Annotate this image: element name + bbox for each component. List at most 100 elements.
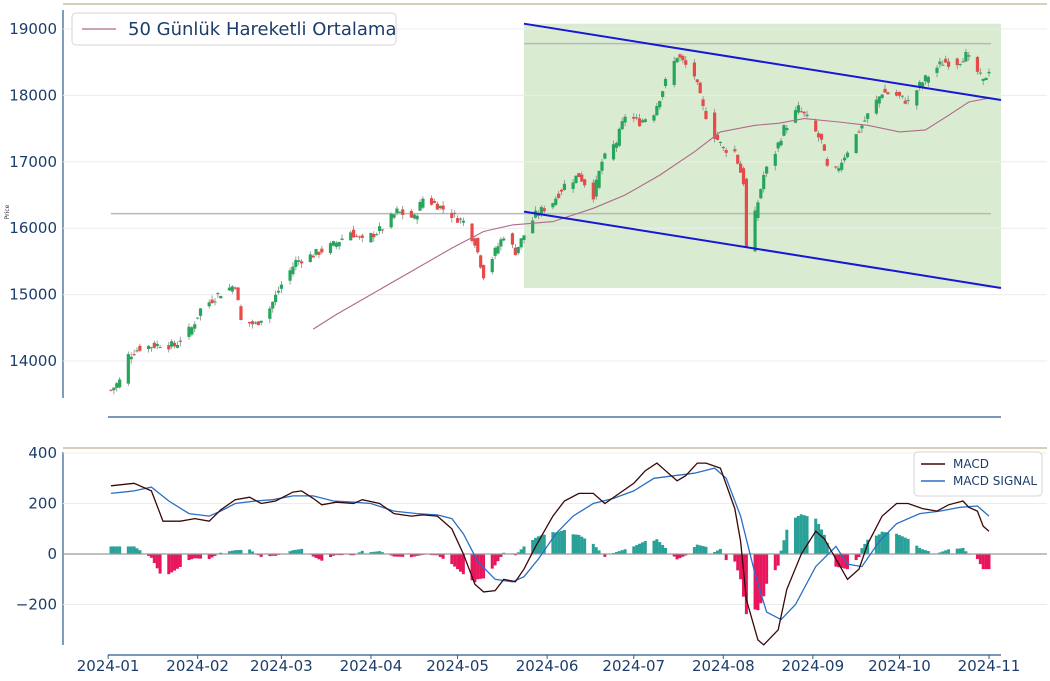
price-legend: 50 Günlük Hareketli Ortalama — [71, 12, 397, 46]
candle-down — [886, 92, 890, 95]
histogram-bar-negative — [739, 554, 743, 580]
histogram-bar-negative — [753, 554, 757, 610]
histogram-bar-positive — [233, 550, 237, 554]
candle-down — [975, 56, 980, 72]
price-legend-box — [71, 12, 397, 46]
candle-up — [493, 247, 497, 256]
candle-up — [915, 90, 919, 106]
candle-down — [559, 189, 564, 192]
candle-up — [213, 301, 217, 303]
macd-signal-line — [110, 467, 990, 621]
macd-legend: MACD MACD SIGNAL — [913, 451, 1043, 497]
candle-up — [369, 232, 373, 243]
candle-up — [294, 259, 298, 267]
candle-up — [340, 238, 344, 240]
candle-down — [637, 118, 642, 127]
histogram-bar-negative — [857, 554, 861, 558]
candle-down — [704, 110, 708, 120]
candle-up — [652, 115, 656, 121]
candle-down — [701, 99, 705, 107]
candle-down — [736, 154, 740, 164]
x-tick-label: 2024-03 — [250, 657, 313, 675]
candle-up — [190, 327, 194, 335]
histogram-bar-positive — [906, 538, 910, 554]
candle-down — [591, 182, 595, 200]
histogram-bar-positive — [947, 549, 951, 554]
histogram-bar-negative — [496, 554, 500, 562]
candle-up — [328, 243, 333, 254]
histogram-bar-negative — [415, 554, 419, 556]
candle-up — [967, 55, 971, 57]
histogram-bar-positive — [594, 547, 598, 554]
histogram-bar-negative — [438, 554, 442, 558]
histogram-bar-positive — [300, 548, 304, 554]
candle-up — [126, 354, 130, 384]
histogram-bar-negative — [975, 554, 979, 560]
histogram-bar-positive — [698, 545, 702, 554]
histogram-bar-positive — [814, 518, 818, 554]
histogram-bar-positive — [554, 532, 558, 554]
histogram-bar-negative — [493, 554, 497, 566]
candle-up — [762, 174, 766, 190]
candle-up — [721, 146, 725, 149]
histogram-bar-negative — [435, 554, 439, 556]
candle-up — [392, 214, 396, 218]
candle-down — [132, 354, 136, 356]
candle-down — [681, 55, 685, 61]
candle-up — [297, 260, 301, 262]
histogram-bar-negative — [678, 554, 682, 559]
candle-up — [793, 110, 798, 123]
candle-down — [152, 342, 156, 348]
candle-up — [926, 76, 930, 83]
candle-down — [138, 345, 142, 351]
macd-legend-label: MACD — [953, 457, 989, 471]
histogram-bar-positive — [802, 515, 806, 554]
candle-down — [470, 223, 474, 242]
histogram-bar-negative — [210, 554, 214, 558]
histogram-bar-negative — [461, 554, 465, 575]
histogram-bar-positive — [380, 552, 384, 554]
candle-up — [984, 77, 988, 81]
channel-shaded-region — [524, 23, 1001, 288]
histogram-bar-positive — [695, 544, 699, 554]
candle-down — [822, 144, 826, 151]
candle-up — [135, 350, 139, 352]
histogram-bar-positive — [923, 550, 927, 554]
histogram-bar-negative — [603, 554, 607, 557]
candle-up — [623, 116, 627, 123]
price-y-tick-label: 19000 — [9, 20, 57, 38]
candle-down — [453, 212, 457, 214]
histogram-bar-positive — [926, 551, 930, 554]
candle-up — [519, 238, 523, 248]
candle-down — [441, 205, 445, 210]
histogram-bar-positive — [375, 551, 379, 554]
x-tick-label: 2024-08 — [692, 657, 755, 675]
histogram-bar-negative — [773, 554, 777, 571]
histogram-bar-positive — [132, 546, 136, 554]
x-tick-label: 2024-04 — [340, 657, 403, 675]
channel-upper-line — [523, 22, 1002, 102]
candle-down — [802, 111, 806, 114]
candle-down — [236, 287, 240, 301]
candle-up — [395, 208, 399, 213]
histogram-bar-negative — [981, 554, 985, 570]
macd-line — [110, 462, 990, 646]
histogram-bar-negative — [311, 554, 315, 557]
histogram-bar-positive — [562, 530, 566, 554]
candle-up — [146, 345, 151, 350]
candle-up — [923, 75, 928, 82]
candle-down — [744, 178, 748, 247]
candle-up — [308, 254, 312, 262]
histogram-bar-positive — [944, 550, 948, 554]
histogram-bar-negative — [736, 554, 740, 571]
histogram-bar-negative — [196, 554, 200, 559]
candle-up — [288, 270, 292, 281]
candle-up — [230, 286, 234, 292]
histogram-bar-positive — [796, 515, 800, 554]
histogram-bar-negative — [213, 554, 217, 556]
histogram-bar-positive — [542, 534, 546, 554]
candle-up — [759, 189, 763, 199]
candle-down — [695, 79, 699, 83]
candle-down — [311, 255, 315, 258]
histogram-bar-negative — [978, 554, 982, 565]
